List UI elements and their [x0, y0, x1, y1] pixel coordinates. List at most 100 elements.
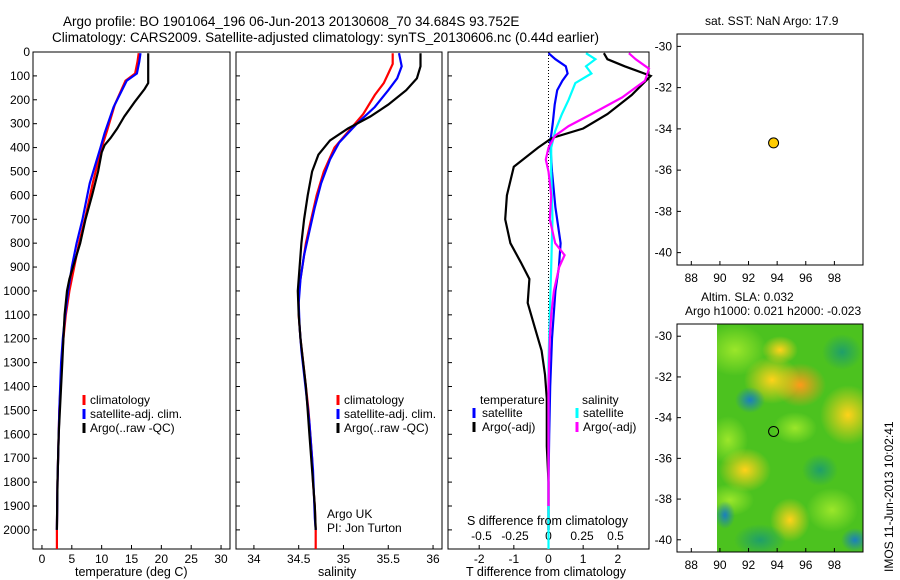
temperature-axis-label: temperature (deg C)	[75, 565, 188, 579]
y-tick-label: -36	[655, 163, 673, 177]
y-tick-label: 1700	[3, 451, 30, 465]
x-tick-label: 90	[713, 271, 727, 285]
x-tick-label: 98	[828, 558, 842, 572]
legend-text-climatology: climatology	[90, 393, 150, 407]
x-tick-label: 2	[614, 552, 621, 566]
legend-text-argo: Argo(..raw -QC)	[344, 421, 429, 435]
x-tick-label: 36	[426, 552, 440, 566]
argo-location-marker	[768, 137, 780, 149]
x-tick-label: 88	[685, 271, 699, 285]
x-tick-label: 15	[125, 552, 139, 566]
y-tick-label: 1900	[3, 499, 30, 513]
y-tick-label: 700	[10, 212, 30, 226]
y-tick-label: 400	[10, 141, 30, 155]
legend-header-salinity: salinity	[582, 393, 619, 407]
sst-map-frame	[676, 33, 864, 266]
x-tick-label: 94	[770, 558, 784, 572]
legend-text-climatology: climatology	[344, 393, 404, 407]
y-tick-label: 1000	[3, 284, 30, 298]
y-tick-label: -30	[655, 39, 673, 53]
legend-text-t-argo: Argo(-adj)	[482, 420, 535, 434]
x-tick-label: 92	[742, 558, 756, 572]
legend-header-temperature: temperature	[480, 393, 545, 407]
temp-argo-raw-qc--line	[55, 53, 150, 530]
x-tick-label: -1	[509, 552, 520, 566]
sla-map-title-line2: Argo h1000: 0.021 h2000: -0.023	[685, 304, 861, 318]
figure-title-line2: Climatology: CARS2009. Satellite-adjuste…	[52, 30, 599, 45]
y-tick-label: 200	[10, 93, 30, 107]
y-tick-label: 100	[10, 69, 30, 83]
x-tick-label: 88	[685, 558, 699, 572]
legend-text-s-satellite: satellite	[583, 406, 624, 420]
legend-text-s-argo: Argo(-adj)	[583, 420, 636, 434]
legend-text-satellite-adj: satellite-adj. clim.	[344, 407, 436, 421]
x-tick-label: 30	[214, 552, 228, 566]
t-difference-axis-label: T difference from climatology	[466, 565, 627, 579]
y-tick-label: 1100	[4, 308, 30, 322]
salinity-axis-label: salinity	[318, 565, 357, 579]
y-tick-label: 1600	[3, 427, 30, 441]
y-tick-label: 300	[10, 117, 30, 131]
y-tick-label: 2000	[3, 523, 30, 537]
x-tick-label: -2	[474, 552, 485, 566]
legend-text-argo: Argo(..raw -QC)	[90, 421, 175, 435]
argo-location-marker	[768, 425, 780, 437]
y-tick-label: -38	[655, 492, 673, 506]
legend-text-t-satellite: satellite	[482, 406, 523, 420]
x-tick-label: 10	[95, 552, 109, 566]
diff-temperature-argo-adj--line	[504, 52, 653, 530]
s-tick-label: -0.25	[501, 529, 529, 543]
x-tick-label: 35	[337, 552, 351, 566]
y-tick-label: 1300	[3, 356, 30, 370]
y-tick-label: 900	[10, 260, 30, 274]
sst-map-title: sat. SST: NaN Argo: 17.9	[705, 14, 839, 28]
sal-argo-raw-qc--line	[296, 53, 422, 530]
y-tick-label: 800	[10, 236, 30, 250]
figure-title-line1: Argo profile: BO 1901064_196 06-Jun-2013…	[63, 14, 519, 29]
x-tick-label: 0	[545, 552, 552, 566]
y-tick-label: -32	[655, 81, 673, 95]
x-tick-label: 94	[770, 271, 784, 285]
y-tick-label: 1800	[3, 475, 30, 489]
sal-satellite-adj-clim--line	[297, 52, 403, 530]
x-tick-label: 1	[580, 552, 587, 566]
sla-map-title-line1: Altim. SLA: 0.032	[701, 290, 794, 304]
temperature-panel-frame	[32, 51, 231, 550]
x-tick-label: 96	[799, 558, 813, 572]
salinity-panel-frame	[235, 51, 443, 550]
s-tick-label: 0.5	[607, 529, 624, 543]
diff-salinity-argo-adj--line	[544, 52, 651, 506]
x-tick-label: 98	[828, 271, 842, 285]
y-tick-label: -34	[655, 122, 673, 136]
y-tick-label: -36	[655, 451, 673, 465]
x-tick-label: 34	[247, 552, 261, 566]
y-tick-label: 1200	[3, 332, 30, 346]
x-tick-label: 0	[39, 552, 46, 566]
s-tick-label: -0.5	[471, 529, 492, 543]
legend-text-satellite-adj: satellite-adj. clim.	[90, 407, 182, 421]
y-tick-label: -38	[655, 204, 673, 218]
sla-heatmap	[717, 324, 863, 552]
x-tick-label: 5	[68, 552, 75, 566]
x-tick-label: 20	[155, 552, 169, 566]
x-tick-label: 92	[742, 271, 756, 285]
y-tick-label: 1400	[3, 380, 30, 394]
s-difference-axis-label: S difference from climatology	[467, 514, 629, 528]
imos-timestamp: IMOS 11-Jun-2013 10:02:41	[882, 421, 896, 572]
y-tick-label: -40	[655, 246, 673, 260]
x-tick-label: 96	[799, 271, 813, 285]
x-tick-label: 35.5	[377, 552, 401, 566]
x-tick-label: 90	[713, 558, 727, 572]
imos-timestamp-text: IMOS 11-Jun-2013 10:02:41	[882, 421, 896, 572]
x-tick-label: 25	[185, 552, 199, 566]
temp-climatology-line	[55, 53, 140, 549]
y-tick-label: 0	[23, 45, 30, 59]
x-tick-label: 34.5	[287, 552, 311, 566]
y-tick-label: -40	[655, 533, 673, 547]
y-tick-label: 600	[10, 188, 30, 202]
credit-pi: PI: Jon Turton	[327, 521, 402, 535]
y-tick-label: 500	[10, 164, 30, 178]
s-tick-label: 0.25	[570, 529, 594, 543]
y-tick-label: 1500	[3, 403, 30, 417]
